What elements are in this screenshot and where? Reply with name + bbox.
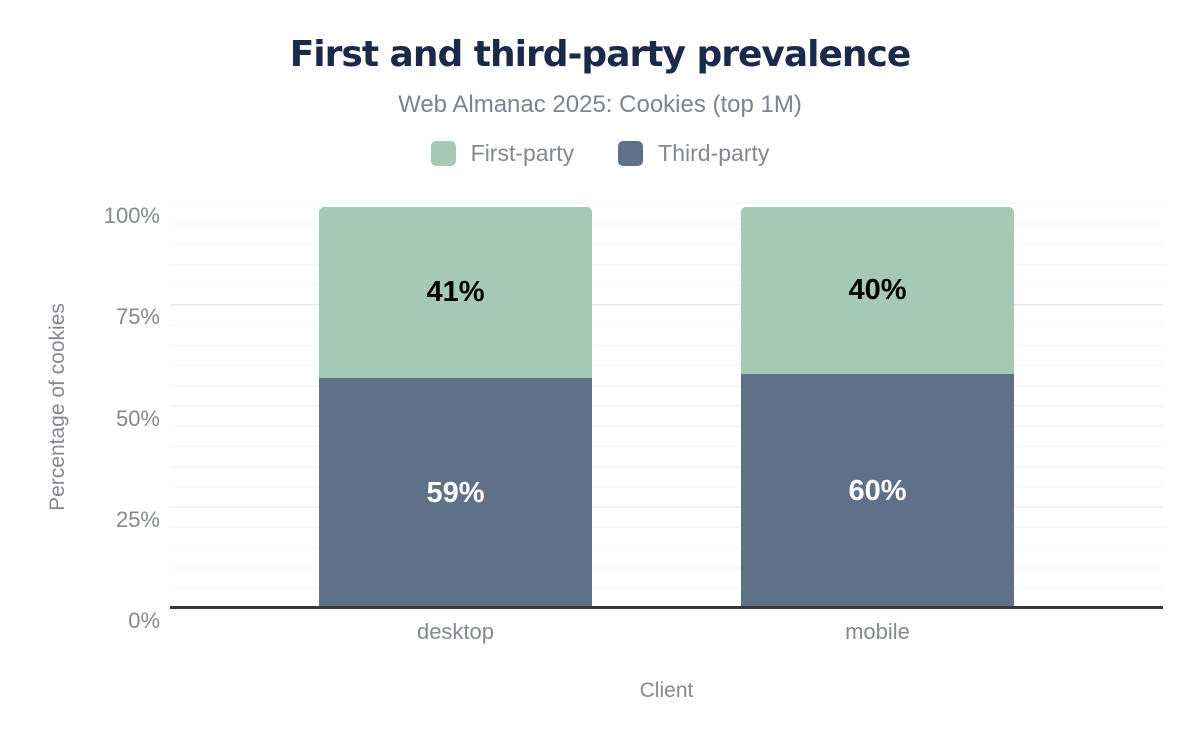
legend-label-first-party: First-party — [470, 140, 575, 166]
chart-subtitle: Web Almanac 2025: Cookies (top 1M) — [398, 91, 802, 118]
legend-item-third-party[interactable]: Third-party — [618, 140, 769, 167]
bar-desktop: 41% 59% — [318, 207, 593, 609]
bar-band-mobile: 40% 60% — [740, 204, 1015, 609]
legend-label-third-party: Third-party — [658, 140, 770, 166]
bar-segment-desktop-third-party[interactable]: 59% — [318, 377, 593, 609]
bar-segment-mobile-first-party[interactable]: 40% — [740, 207, 1015, 375]
bar-segment-mobile-third-party[interactable]: 60% — [740, 374, 1015, 609]
y-tick-75: 75% — [115, 304, 160, 330]
legend: First-party Third-party — [0, 140, 1200, 167]
y-tick-25: 25% — [115, 506, 160, 532]
bar-band-desktop: 41% 59% — [318, 204, 593, 609]
x-axis-label-mobile: mobile — [845, 619, 910, 644]
legend-swatch-third-party-icon — [618, 141, 644, 166]
bar-segment-desktop-first-party[interactable]: 41% — [318, 207, 593, 378]
legend-swatch-first-party-icon — [430, 141, 456, 166]
x-axis-labels: desktop mobile — [170, 619, 1163, 645]
bar-series-container: 41% 59% 40% 60% — [170, 204, 1163, 609]
bar-value-label-mobile-third-party: 60% — [848, 475, 907, 508]
bar-value-label-desktop-third-party: 59% — [426, 476, 485, 509]
y-tick-0: 0% — [128, 608, 160, 633]
bar-value-label-desktop-first-party: 41% — [426, 275, 485, 308]
chart-title: First and third-party prevalence — [289, 34, 912, 75]
bar-mobile: 40% 60% — [740, 207, 1015, 609]
x-axis-title: Client — [639, 679, 694, 702]
y-tick-50: 50% — [115, 405, 160, 431]
x-axis-line — [170, 606, 1163, 609]
x-axis-label-desktop: desktop — [416, 619, 495, 644]
bar-value-label-mobile-first-party: 40% — [848, 274, 907, 307]
plot-area: 41% 59% 40% 60% — [170, 203, 1163, 609]
legend-item-first-party[interactable]: First-party — [430, 140, 575, 167]
y-tick-100: 100% — [103, 203, 160, 228]
